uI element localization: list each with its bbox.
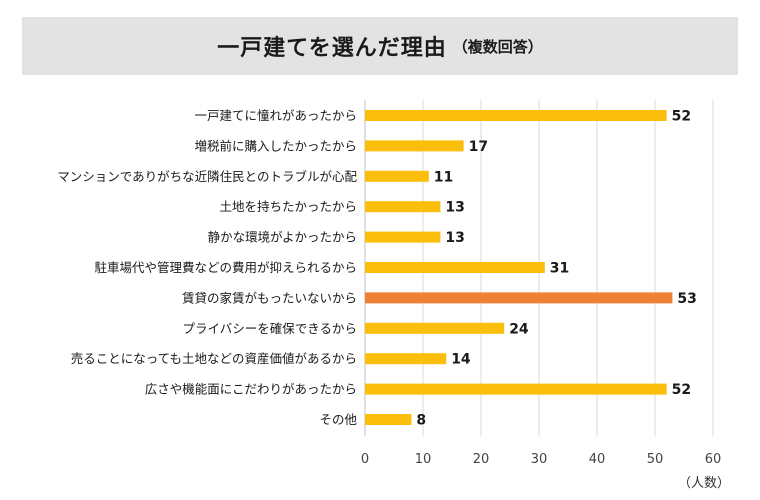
bar: [365, 170, 429, 182]
value-label: 8: [416, 413, 426, 429]
category-label: 広さや機能面にこだわりがあったから: [145, 382, 357, 397]
chart-title: 一戸建てを選んだ理由: [217, 36, 447, 61]
category-label: その他: [319, 412, 357, 427]
x-axis-unit-label: （人数）: [678, 476, 731, 491]
chart-subtitle: （複数回答）: [452, 37, 543, 56]
value-label: 24: [509, 321, 529, 337]
bar: [365, 292, 673, 304]
value-label: 13: [445, 200, 464, 216]
value-label: 14: [451, 352, 471, 368]
category-label: 駐車場代や管理費などの費用が抑えられるから: [94, 260, 357, 275]
value-label: 53: [677, 291, 696, 307]
category-label: 賃貸の家賃がもったいないから: [182, 290, 357, 305]
x-tick-label: 20: [473, 452, 490, 467]
category-label: マンションでありがちな近隣住民とのトラブルが心配: [57, 169, 357, 184]
value-label: 52: [672, 109, 691, 125]
x-tick-label: 40: [589, 452, 606, 467]
bar: [365, 231, 441, 243]
bar: [365, 140, 464, 152]
value-label: 52: [672, 382, 691, 398]
x-tick-label: 60: [705, 452, 722, 467]
bar: [365, 414, 412, 425]
bar: [365, 322, 505, 334]
title-banner: 一戸建てを選んだ理由 （複数回答）: [22, 17, 738, 75]
bar: [365, 383, 667, 395]
x-tick-label: 10: [415, 452, 432, 467]
category-label: 静かな環境がよかったから: [208, 230, 357, 245]
bar: [365, 353, 447, 365]
x-tick-label: 30: [531, 452, 548, 467]
category-label: 増税前に購入したかったから: [194, 138, 357, 153]
bar: [365, 201, 441, 213]
value-label: 17: [469, 139, 488, 155]
x-tick-label: 0: [361, 452, 369, 467]
category-label: 一戸建てに憧れがあったから: [194, 108, 357, 123]
category-label: 土地を持ちたかったから: [219, 199, 357, 214]
value-label: 31: [550, 261, 569, 277]
bar: [365, 110, 667, 121]
value-label: 11: [434, 169, 453, 185]
category-label: プライバシーを確保できるから: [182, 321, 357, 336]
value-label: 13: [445, 230, 464, 246]
x-tick-label: 50: [647, 452, 664, 467]
bar: [365, 262, 545, 273]
category-label: 売ることになっても土地などの資産価値があるから: [71, 351, 357, 366]
